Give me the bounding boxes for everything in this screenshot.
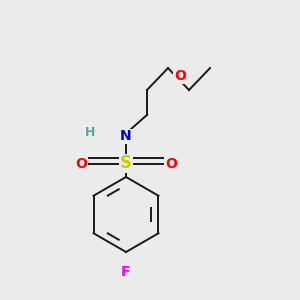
Text: O: O (165, 157, 177, 170)
Text: F: F (121, 265, 131, 278)
Text: N: N (120, 130, 132, 143)
Text: S: S (120, 154, 132, 172)
Text: O: O (174, 70, 186, 83)
Text: O: O (75, 157, 87, 170)
Text: H: H (85, 126, 95, 139)
